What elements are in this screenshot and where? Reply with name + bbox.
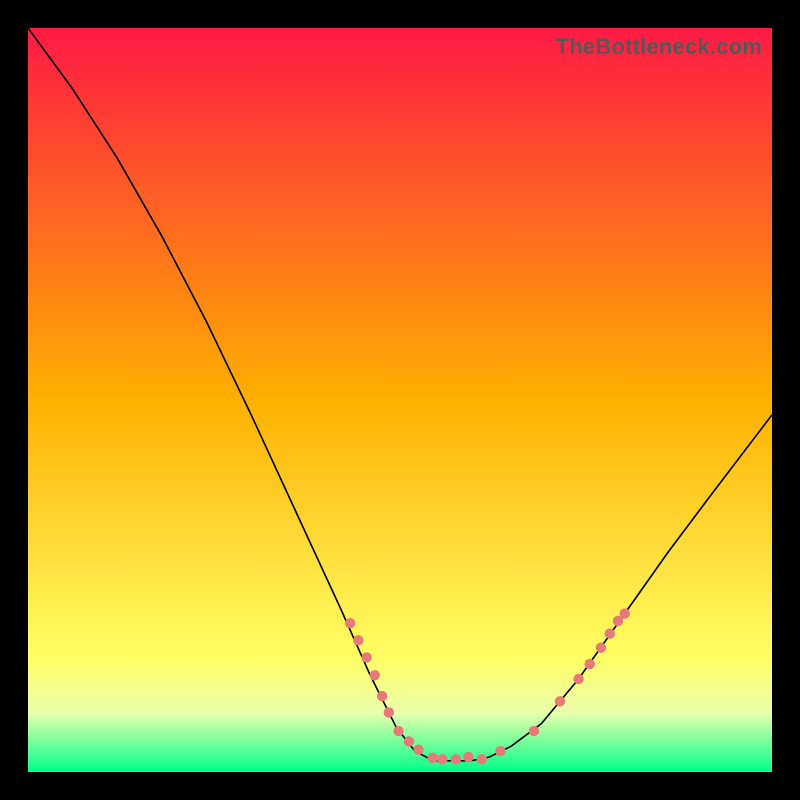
data-marker [619,608,629,618]
plot-area: TheBottleneck.com [28,28,772,772]
data-marker [463,752,473,762]
data-marker [369,670,379,680]
data-marker [361,652,371,662]
data-marker [596,643,606,653]
data-marker [428,753,438,763]
data-marker [437,754,447,764]
data-marker [377,691,387,701]
data-marker [529,726,539,736]
data-marker [477,754,487,764]
data-marker [393,726,403,736]
data-marker [404,736,414,746]
data-marker [495,746,505,756]
data-marker [451,754,461,764]
data-marker [555,696,565,706]
data-marker [573,674,583,684]
chart-outer-frame: TheBottleneck.com [0,0,800,800]
data-marker [353,635,363,645]
data-marker [413,744,423,754]
data-marker [585,659,595,669]
data-marker [605,628,615,638]
data-marker [345,618,355,628]
bottleneck-curve [28,28,772,761]
marker-cluster [345,608,630,764]
data-marker [384,707,394,717]
chart-overlay-svg [28,28,772,772]
